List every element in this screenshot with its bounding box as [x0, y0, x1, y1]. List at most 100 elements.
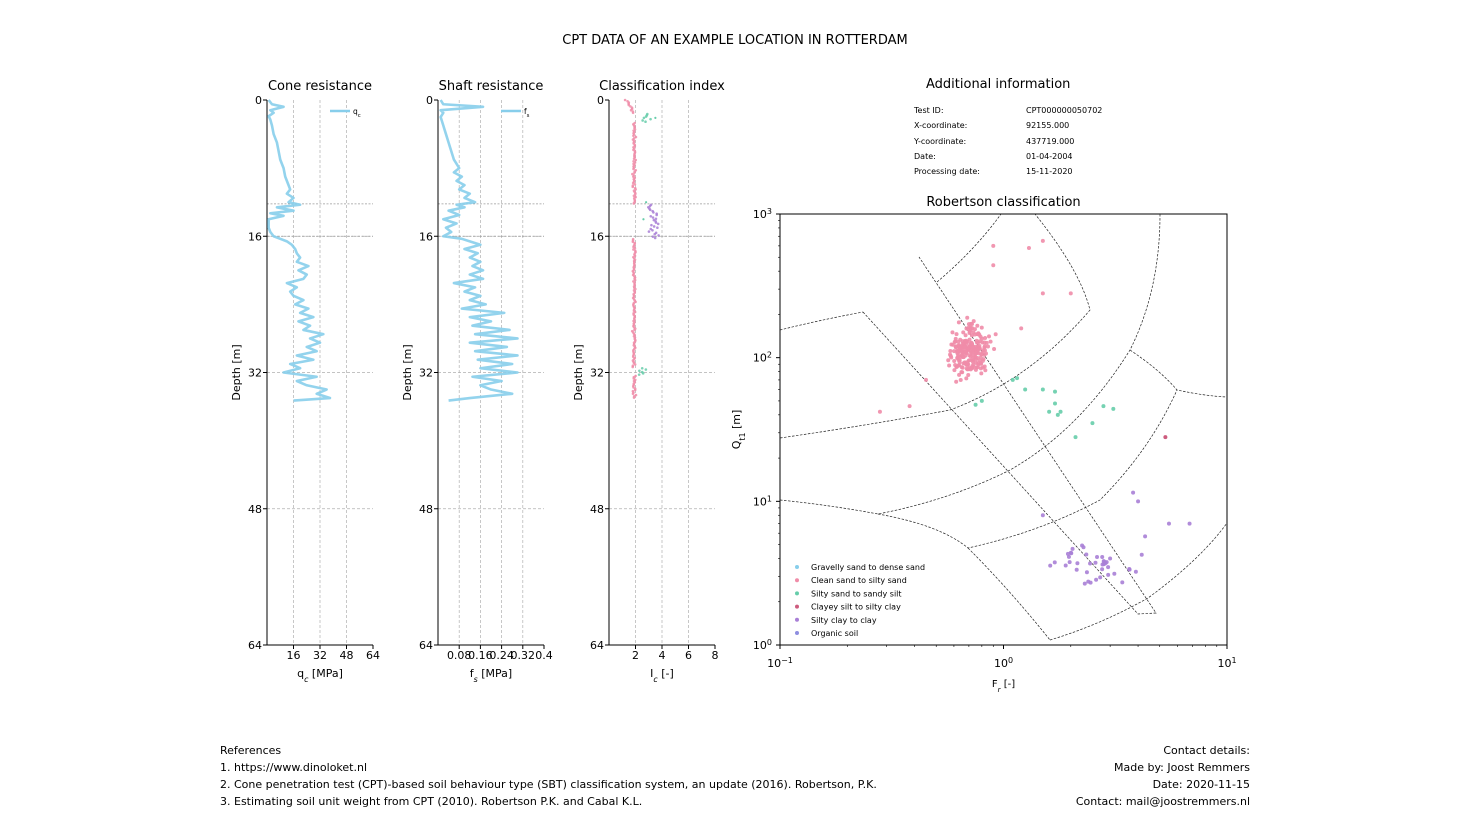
legend-marker	[795, 565, 799, 569]
ic-point	[642, 116, 646, 120]
robertson-point	[983, 351, 988, 356]
robertson-point	[976, 347, 981, 352]
robertson-point	[1026, 245, 1031, 250]
robertson-point	[979, 325, 984, 330]
y-axis-label: Depth [m]	[230, 344, 243, 400]
robertson-point	[1066, 554, 1071, 559]
robertson-point	[1108, 556, 1113, 561]
zone-boundary	[1049, 522, 1228, 641]
robertson-point	[961, 330, 966, 335]
y-axis-label-group: Qt1 [m]	[730, 410, 747, 450]
panel-cone-resistance: Cone resistance 0 16 32 48 64 Depth [m] 16 32 48 6…	[230, 79, 380, 684]
robertson-point	[948, 349, 953, 354]
y-tick-label: 32	[419, 367, 433, 380]
info-value-y: 437719.000	[1026, 136, 1075, 146]
robertson-point	[957, 372, 962, 377]
ic-point	[654, 221, 658, 224]
zone-boundary	[967, 547, 1051, 641]
robertson-point	[974, 357, 979, 362]
robertson-point	[1065, 551, 1070, 556]
legend-label: Clayey silt to silty clay	[811, 603, 901, 612]
robertson-point	[907, 404, 912, 409]
x-tick-label: 16	[287, 649, 301, 662]
robertson-point	[967, 353, 972, 358]
robertson-point	[974, 338, 979, 343]
ic-point	[633, 183, 637, 186]
robertson-point	[1100, 562, 1105, 567]
ic-point	[651, 235, 655, 238]
x-tick-label: 100	[994, 656, 1013, 671]
zone-boundary	[862, 256, 1157, 615]
info-value-date: 01-04-2004	[1026, 151, 1073, 161]
robertson-point	[1093, 560, 1098, 565]
robertson-point	[1067, 560, 1072, 565]
ic-point	[623, 98, 627, 102]
y-tick-label: 32	[590, 367, 604, 380]
robertson-point	[967, 329, 972, 334]
robertson-point	[987, 334, 992, 339]
robertson-point	[991, 263, 996, 268]
ic-point	[633, 363, 637, 366]
ic-point	[634, 374, 637, 378]
robertson-point	[1120, 580, 1125, 585]
y-tick-label: 16	[248, 230, 262, 243]
robertson-point	[970, 345, 975, 350]
robertson-point	[975, 323, 980, 328]
robertson-point	[970, 348, 975, 353]
x-axis-label: Fr [-]	[992, 679, 1015, 694]
robertson-point	[948, 352, 953, 357]
info-label-date: Date:	[914, 151, 936, 161]
ic-point	[644, 120, 647, 124]
robertson-point	[1047, 409, 1052, 414]
robertson-point	[1023, 387, 1028, 392]
ic-point	[652, 211, 655, 214]
ic-point	[633, 171, 636, 175]
info-value-x: 92155.000	[1026, 121, 1070, 131]
robertson-point	[958, 377, 963, 382]
ic-point	[651, 216, 655, 219]
robertson-point	[1058, 409, 1063, 414]
legend-label: Clean sand to silty sand	[811, 576, 907, 585]
robertson-point	[1088, 561, 1093, 566]
ic-point	[633, 388, 637, 392]
x-tick-label: 0.4	[535, 649, 553, 662]
robertson-point	[960, 370, 965, 375]
ic-point	[649, 214, 653, 218]
robertson-point	[968, 325, 973, 330]
robertson-point	[953, 345, 958, 350]
robertson-point	[979, 398, 984, 403]
legend-marker	[795, 604, 799, 609]
references: References 1. https://www.dinoloket.nl 2…	[220, 742, 877, 810]
legend-label: Gravelly sand to dense sand	[811, 563, 925, 572]
contact-date: Date: 2020-11-15	[1152, 778, 1250, 791]
robertson-point	[978, 366, 983, 371]
robertson-point	[960, 352, 965, 357]
robertson-point	[1082, 581, 1087, 586]
x-tick-label: 0.24	[489, 649, 514, 662]
y-tick-label: 32	[248, 367, 262, 380]
robertson-point	[1053, 389, 1058, 394]
robertson-point	[1098, 575, 1103, 580]
y-tick-label: 48	[248, 503, 262, 516]
ic-point	[641, 119, 644, 122]
ic-point	[634, 158, 638, 162]
y-tick-label: 48	[590, 503, 604, 516]
robertson-point	[1131, 490, 1136, 495]
robertson-point	[979, 371, 984, 376]
legend-label: qc	[353, 107, 361, 119]
legend-marker	[795, 631, 799, 635]
ic-point	[637, 373, 641, 376]
contact-details: Contact details: Made by: Joost Remmers …	[1076, 742, 1250, 810]
ic-point	[632, 167, 635, 171]
x-tick-label: 4	[659, 649, 666, 662]
robertson-point	[981, 348, 986, 353]
robertson-point	[1053, 401, 1058, 406]
legend-label: Organic soil	[811, 629, 858, 638]
robertson-point	[958, 345, 963, 350]
info-label-x: X-coordinate:	[914, 121, 968, 131]
robertson-point	[1052, 560, 1057, 565]
x-axis-label: Ic [-]	[650, 667, 674, 684]
zone-boundary	[936, 213, 1002, 283]
robertson-point	[965, 315, 970, 320]
